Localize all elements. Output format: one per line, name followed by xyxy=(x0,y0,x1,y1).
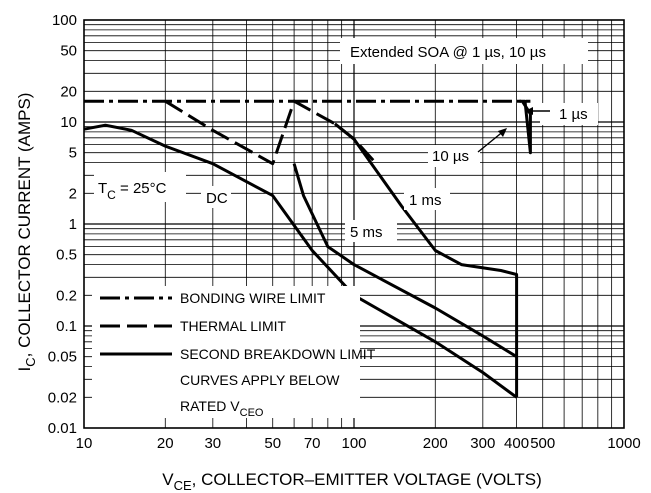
legend-second-label: SECOND BREAKDOWN LIMIT xyxy=(180,346,376,362)
ten-us-box xyxy=(428,145,480,167)
plot-frame xyxy=(83,19,625,429)
x-tick-label: 300 xyxy=(470,435,495,452)
five-ms-label: 5 ms xyxy=(350,224,383,241)
legend-thermal-label: THERMAL LIMIT xyxy=(180,318,286,334)
series-line-3 xyxy=(292,163,518,358)
one-us-arrowhead xyxy=(525,107,533,115)
y-tick-label: 10 xyxy=(60,114,77,131)
x-tick-label: 20 xyxy=(157,435,174,452)
y-tick-label: 0.2 xyxy=(56,287,77,304)
tc-label: TC = 25°C xyxy=(98,180,167,202)
x-tick-label: 10 xyxy=(76,435,93,452)
x-tick-label: 1000 xyxy=(607,435,640,452)
one-ms-box xyxy=(404,188,450,210)
ten-us-arrowhead xyxy=(498,128,507,137)
legend-note-2: RATED VCEO xyxy=(180,398,264,419)
legend-bonding-label: BONDING WIRE LIMIT xyxy=(180,290,326,306)
y-tick-label: 0.1 xyxy=(56,318,77,335)
one-ms-label: 1 ms xyxy=(409,192,442,209)
x-tick-label: 200 xyxy=(423,435,448,452)
y-tick-label: 0.05 xyxy=(48,349,77,366)
y-tick-label: 50 xyxy=(60,43,77,60)
x-tick-label: 400 xyxy=(504,435,529,452)
y-tick-label: 5 xyxy=(69,145,77,162)
x-tick-label: 50 xyxy=(264,435,281,452)
y-tick-label: 20 xyxy=(60,83,77,100)
dc-box xyxy=(201,186,231,208)
legend-note-1: CURVES APPLY BELOW xyxy=(180,372,340,388)
series-line-5 xyxy=(519,99,532,155)
y-tick-label: 100 xyxy=(52,12,77,29)
series-line-2 xyxy=(83,123,518,399)
y-tick-label: 0.5 xyxy=(56,247,77,264)
tc-box xyxy=(94,172,186,202)
y-axis-title: IC, COLLECTOR CURRENT (AMPS) xyxy=(15,93,38,372)
legend-box xyxy=(92,286,360,418)
extended-soa-box xyxy=(340,38,588,64)
series-line-4 xyxy=(333,122,519,398)
five-ms-box xyxy=(345,220,397,242)
x-tick-label: 500 xyxy=(530,435,555,452)
x-tick-label: 70 xyxy=(304,435,321,452)
series-layer xyxy=(83,99,532,399)
x-axis-title: VCE, COLLECTOR–EMITTER VOLTAGE (VOLTS) xyxy=(162,470,542,493)
ten-us-label: 10 µs xyxy=(432,148,469,165)
y-tick-label: 1 xyxy=(69,216,77,233)
y-tick-label: 0.01 xyxy=(48,420,77,437)
one-us-label: 1 µs xyxy=(559,106,588,123)
y-tick-labels: 0.01 0.02 0.05 0.1 0.2 0.5 1 2 5 10 20 50 100 xyxy=(48,12,77,437)
y-tick-label: 2 xyxy=(69,185,77,202)
x-tick-label: 30 xyxy=(204,435,221,452)
y-tick-label: 0.02 xyxy=(48,389,77,406)
x-tick-labels: 10 20 30 50 70 100 200 300 400 500 1000 xyxy=(76,435,641,452)
x-tick-label: 100 xyxy=(341,435,366,452)
legend: BONDING WIRE LIMIT THERMAL LIMIT SECOND … xyxy=(92,286,376,419)
one-us-box xyxy=(540,103,598,125)
extended-soa-label: Extended SOA @ 1 µs, 10 µs xyxy=(350,44,546,61)
dc-label: DC xyxy=(206,190,228,207)
